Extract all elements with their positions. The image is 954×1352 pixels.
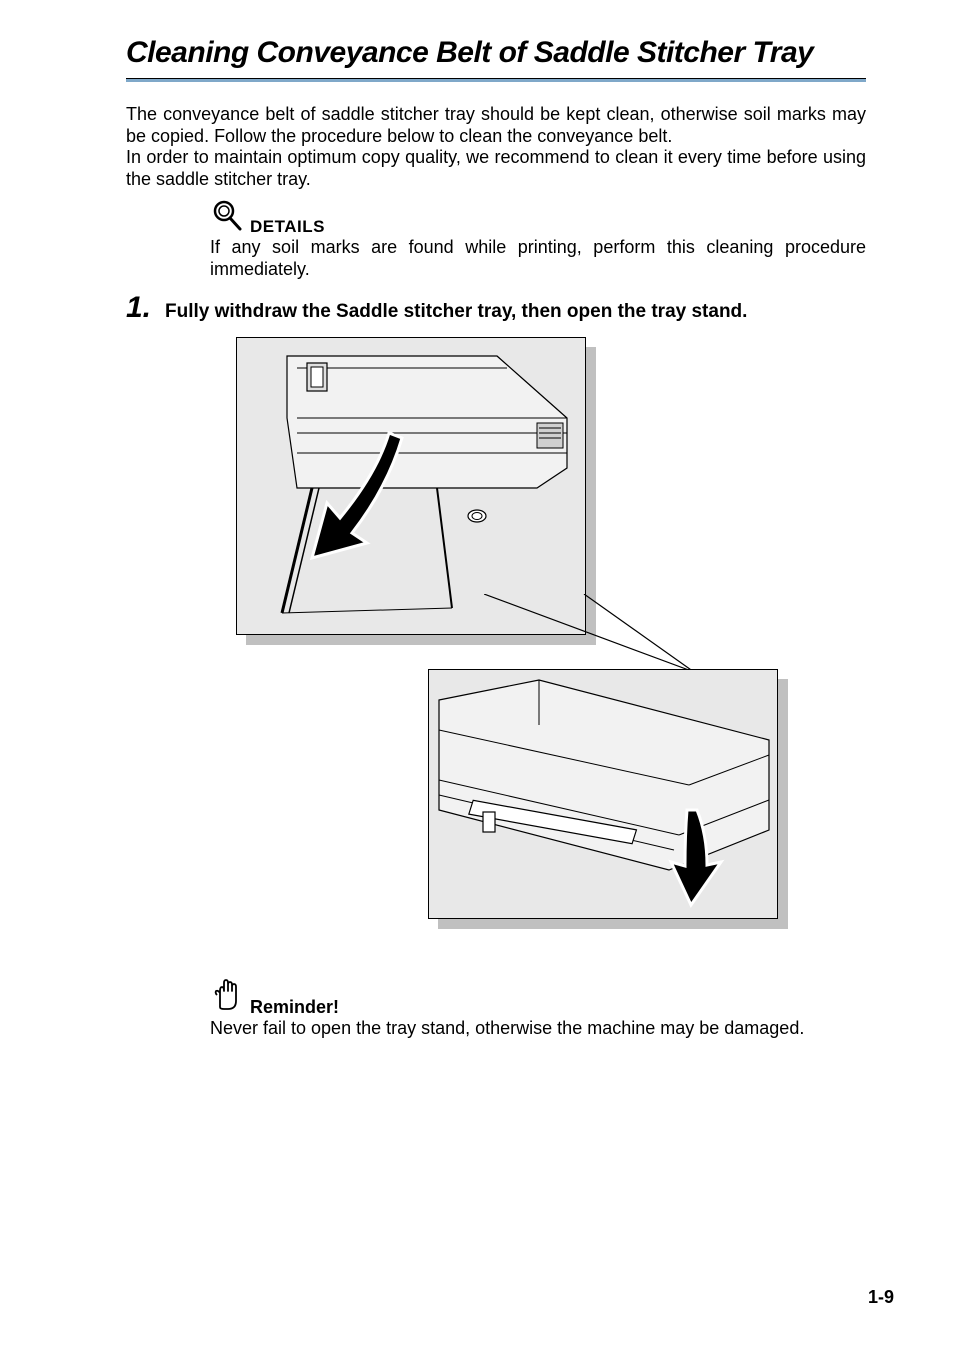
magnifier-icon [210, 198, 244, 237]
reminder-label: Reminder! [250, 997, 339, 1018]
step-number: 1. [126, 293, 151, 323]
details-text: If any soil marks are found while printi… [210, 237, 866, 280]
details-block: DETAILS If any soil marks are found whil… [210, 198, 866, 280]
details-header: DETAILS [210, 198, 866, 237]
page-title: Cleaning Conveyance Belt of Saddle Stitc… [126, 36, 866, 70]
title-underline [126, 78, 866, 82]
page: Cleaning Conveyance Belt of Saddle Stitc… [0, 0, 954, 1039]
hand-icon [210, 977, 242, 1018]
step-text: Fully withdraw the Saddle stitcher tray,… [165, 301, 747, 323]
reminder-block: Reminder! Never fail to open the tray st… [210, 977, 866, 1040]
details-label: DETAILS [250, 217, 325, 237]
figure-1 [236, 337, 586, 635]
figures-container [126, 337, 866, 937]
reminder-header: Reminder! [210, 977, 866, 1018]
reminder-text: Never fail to open the tray stand, other… [210, 1018, 866, 1040]
step-1: 1. Fully withdraw the Saddle stitcher tr… [126, 293, 866, 323]
page-number: 1-9 [868, 1287, 894, 1308]
figure-2 [428, 669, 778, 919]
intro-paragraph: The conveyance belt of saddle stitcher t… [126, 104, 866, 190]
